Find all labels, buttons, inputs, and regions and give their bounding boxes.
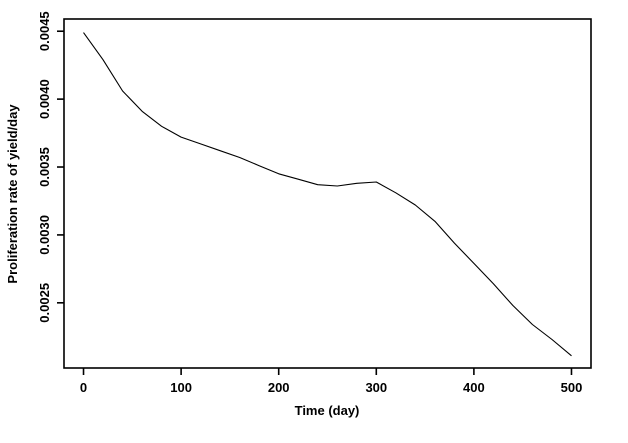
y-tick-label: 0.0040 [37,79,52,119]
data-line [83,32,572,357]
y-axis-label: Proliferation rate of yield/day [5,104,20,284]
y-tick-label: 0.0025 [37,283,52,323]
x-tick-label: 100 [170,380,192,395]
x-tick-label: 400 [463,380,485,395]
y-tick-label: 0.0045 [37,11,52,51]
x-tick-label: 500 [561,380,583,395]
x-tick-label: 200 [268,380,290,395]
y-tick-label: 0.0030 [37,215,52,255]
x-axis-label: Time (day) [295,403,360,418]
chart-layer: 0 100 200 300 400 500 0.0025 0.0030 0.0035 0.0040… [37,11,592,395]
y-tick-label: 0.0035 [37,147,52,187]
x-tick-label: 0 [80,380,87,395]
x-tick-label: 300 [365,380,387,395]
plot-box [63,18,592,369]
